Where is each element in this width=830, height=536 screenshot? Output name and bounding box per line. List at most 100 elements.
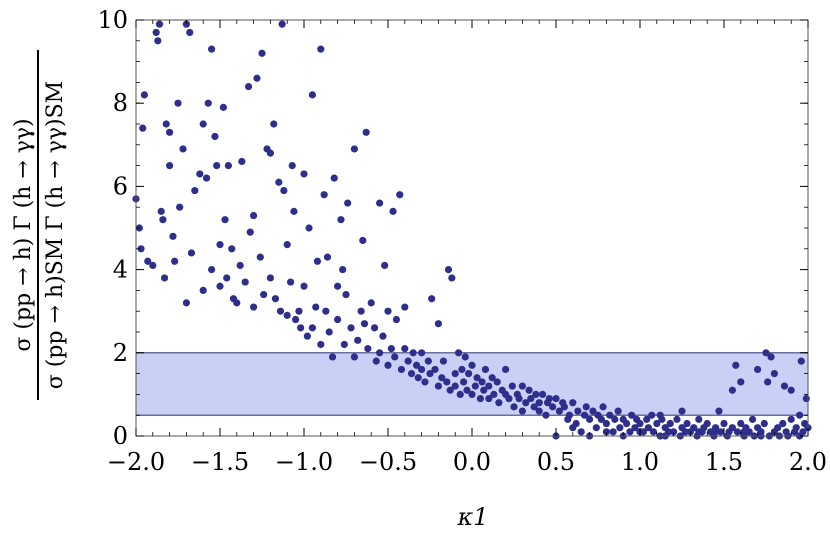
data-point <box>202 174 211 182</box>
data-point <box>208 45 216 53</box>
y-tick-label: 6 <box>113 172 128 200</box>
data-point <box>586 415 594 423</box>
data-point <box>290 207 298 215</box>
data-point <box>643 415 651 423</box>
data-point <box>174 99 182 107</box>
data-point <box>224 162 232 170</box>
data-point <box>461 353 469 361</box>
data-point <box>162 120 170 128</box>
data-point <box>391 353 399 361</box>
data-point <box>670 428 678 436</box>
data-point <box>424 357 432 365</box>
data-point <box>418 365 426 374</box>
data-point <box>350 353 358 361</box>
data-point <box>317 340 325 349</box>
data-point <box>530 403 538 411</box>
data-point <box>334 282 342 290</box>
data-point <box>802 394 810 403</box>
data-point <box>166 128 174 136</box>
data-point <box>555 407 563 415</box>
data-point <box>409 349 417 357</box>
data-point <box>599 403 607 411</box>
data-point <box>300 170 308 178</box>
x-tick-label: 0.5 <box>537 448 575 476</box>
data-point <box>737 378 745 386</box>
data-point <box>737 419 745 428</box>
data-point <box>196 170 204 178</box>
points-layer <box>132 20 812 440</box>
data-point <box>597 415 605 423</box>
data-point <box>458 365 466 374</box>
data-point <box>354 336 362 344</box>
data-point <box>656 411 664 419</box>
data-point <box>589 407 597 415</box>
data-point <box>303 332 311 340</box>
data-point <box>732 361 740 369</box>
data-point <box>614 407 622 415</box>
data-point <box>228 245 236 253</box>
data-point <box>204 99 212 107</box>
data-point <box>542 411 550 419</box>
data-point <box>560 403 569 411</box>
data-point <box>764 378 772 386</box>
data-point <box>515 394 523 403</box>
data-point <box>451 382 459 390</box>
data-point <box>323 253 332 261</box>
data-point <box>569 399 577 407</box>
data-point <box>609 428 617 436</box>
data-point <box>460 378 468 386</box>
x-tick-label: −2.0 <box>107 448 165 476</box>
data-point <box>325 328 333 336</box>
data-point <box>292 315 300 324</box>
data-point <box>622 419 631 428</box>
data-point <box>431 365 439 374</box>
data-point <box>476 394 484 403</box>
data-point <box>404 357 412 365</box>
data-point <box>695 428 703 436</box>
data-point <box>480 386 488 394</box>
data-point <box>250 211 258 220</box>
data-point <box>481 365 490 374</box>
data-point <box>485 394 493 403</box>
data-point <box>337 216 345 224</box>
data-point <box>490 390 498 398</box>
data-point <box>527 394 535 403</box>
data-point <box>340 340 348 349</box>
data-point <box>606 411 614 419</box>
data-point <box>179 145 187 153</box>
data-point <box>387 345 395 353</box>
data-point <box>653 419 661 428</box>
data-point <box>223 274 231 282</box>
data-point <box>510 403 518 411</box>
data-point <box>434 382 442 390</box>
data-point <box>350 145 358 153</box>
data-point <box>280 186 288 195</box>
data-point <box>199 286 207 294</box>
x-tick-label: 1.0 <box>621 448 659 476</box>
data-point <box>717 428 725 436</box>
data-point <box>253 74 261 82</box>
data-point <box>485 382 493 390</box>
data-point <box>376 199 384 207</box>
data-point <box>648 411 656 419</box>
data-point <box>748 415 757 423</box>
data-point <box>266 149 274 157</box>
data-point <box>473 374 481 382</box>
data-point <box>313 257 322 265</box>
data-point <box>681 428 689 436</box>
data-point <box>275 178 283 186</box>
x-tick-label: −1.0 <box>275 448 333 476</box>
data-point <box>154 37 162 45</box>
data-point <box>545 394 553 403</box>
data-point <box>518 382 527 390</box>
y-tick-label: 10 <box>97 6 128 34</box>
data-point <box>320 191 328 199</box>
data-point <box>381 261 389 270</box>
data-point <box>258 49 266 57</box>
y-axis-label: σ (pp → h) Γ (h → γγ) σ (pp → h)SM Γ (h … <box>11 50 68 400</box>
data-point <box>250 303 258 311</box>
data-point <box>522 399 530 407</box>
data-point <box>611 415 619 423</box>
data-point <box>666 419 674 428</box>
